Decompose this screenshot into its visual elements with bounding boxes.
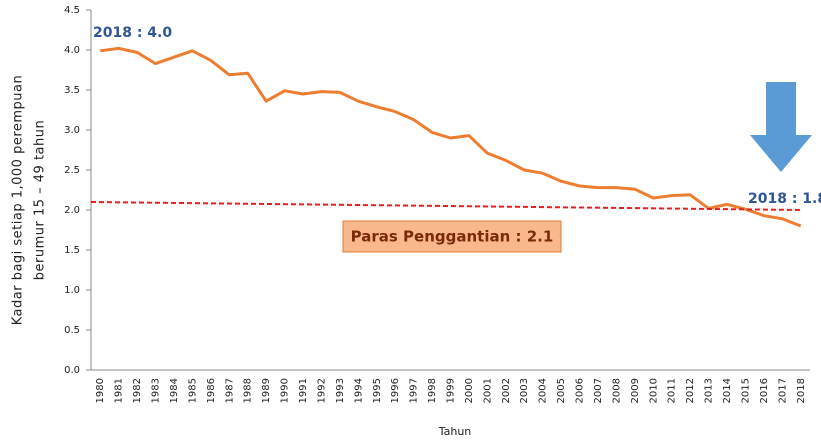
y-tick-label: 3.5 (64, 85, 80, 96)
x-tick-label: 1985 (187, 378, 198, 403)
x-tick-label: 1990 (280, 378, 291, 403)
annotation: 2018 : 1.8 (748, 191, 821, 207)
y-tick-label: 3.0 (64, 125, 80, 136)
y-tick-label: 1.5 (64, 245, 80, 256)
y-tick-label: 1.0 (64, 285, 80, 296)
annotation-box (342, 220, 562, 253)
x-tick-label: 1997 (409, 378, 420, 403)
y-axis-label: berumur 15 – 49 tahun (33, 120, 48, 280)
x-tick-label: 1994 (353, 378, 364, 403)
data-line (100, 46, 802, 228)
x-tick-label: 2003 (519, 378, 530, 403)
x-tick-label: 2000 (464, 378, 475, 403)
x-tick-label: 2016 (759, 378, 770, 403)
x-tick-label: 2011 (667, 378, 678, 403)
x-tick-label: 2006 (575, 378, 586, 403)
x-tick-label: 2012 (685, 378, 696, 403)
x-tick-label: 1999 (446, 378, 457, 403)
reference-line (90, 201, 801, 211)
x-axis-label: Tahun (438, 425, 472, 438)
x-tick-label: 1984 (169, 378, 180, 403)
x-tick-label: 1981 (114, 378, 125, 403)
x-tick-label: 2013 (704, 378, 715, 403)
x-tick-label: 1982 (132, 378, 143, 403)
y-tick-label: 0.0 (64, 365, 80, 376)
y-tick-label: 4.5 (64, 5, 80, 16)
y-tick-label: 2.5 (64, 165, 80, 176)
x-tick-label: 1987 (224, 378, 235, 403)
x-tick-label: 1998 (427, 378, 438, 403)
y-tick-label: 0.5 (64, 325, 80, 336)
x-tick-label: 1995 (372, 378, 383, 403)
y-tick-label: 2.0 (64, 205, 80, 216)
x-tick-label: 2005 (556, 378, 567, 403)
x-tick-label: 2009 (630, 378, 641, 403)
x-tick-label: 1991 (298, 378, 309, 403)
x-tick-label: 2001 (482, 378, 493, 403)
x-tick-label: 2010 (648, 378, 659, 403)
x-tick-label: 1993 (335, 378, 346, 403)
x-tick-label: 1989 (261, 378, 272, 403)
x-tick-label: 2008 (611, 378, 622, 403)
x-tick-label: 1996 (390, 378, 401, 403)
x-tick-label: 1986 (206, 378, 217, 403)
x-tick-label: 2002 (501, 378, 512, 403)
annotation: 2018 : 4.0 (93, 25, 172, 41)
annotation: Paras Penggantian : 2.1 (351, 228, 554, 246)
x-tick-label: 2004 (538, 378, 549, 403)
y-axis-label: Kadar bagi setiap 1,000 perempuan (11, 75, 26, 326)
x-tick-label: 2014 (722, 378, 733, 403)
y-tick-label: 4.0 (64, 45, 80, 56)
x-tick-label: 2015 (740, 378, 751, 403)
x-tick-label: 2007 (593, 378, 604, 403)
x-tick-label: 2018 (796, 378, 807, 403)
x-tick-label: 1992 (316, 378, 327, 403)
x-tick-label: 2017 (777, 378, 788, 403)
x-tick-label: 1988 (243, 378, 254, 403)
x-tick-label: 1983 (151, 378, 162, 403)
arrow (750, 82, 812, 172)
x-tick-label: 1980 (95, 378, 106, 403)
